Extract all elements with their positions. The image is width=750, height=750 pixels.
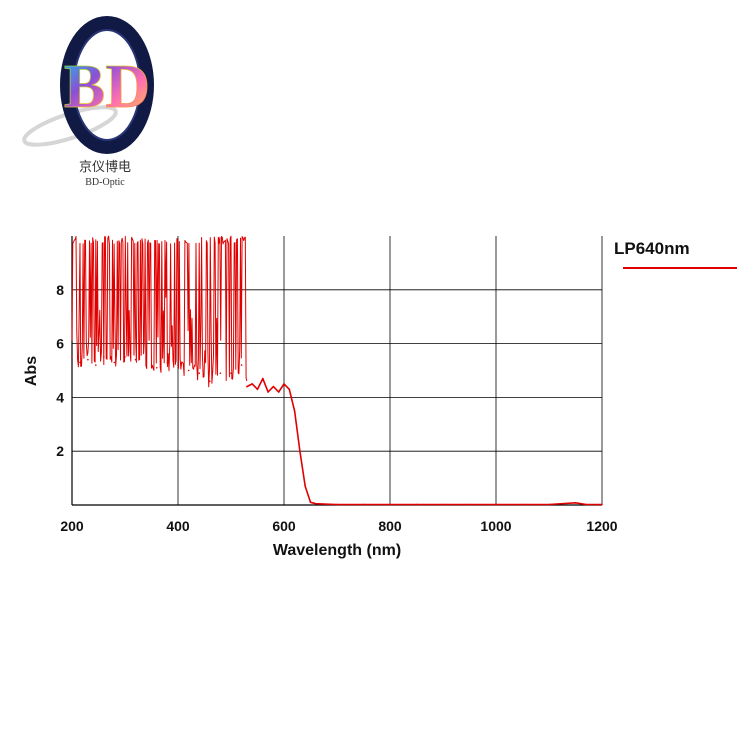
x-tick-1200: 1200: [586, 518, 617, 534]
y-tick-4: 4: [56, 389, 64, 405]
data-point-590: [277, 391, 280, 393]
logo-name-en: BD-Optic: [85, 177, 125, 188]
data-point-660: [315, 502, 317, 505]
data-point-1100: [548, 503, 550, 506]
x-axis-label: Wavelength (nm): [273, 542, 401, 559]
x-tick-600: 600: [272, 518, 296, 534]
logo-ring: [60, 16, 154, 154]
data-point-530: [246, 385, 248, 388]
data-point-1050: [521, 503, 524, 506]
y-tick-6: 6: [56, 336, 64, 352]
data-point-1150: [574, 502, 577, 504]
data-point-1000: [495, 503, 497, 506]
data-point-340: [145, 361, 147, 364]
data-point-550: [256, 388, 259, 391]
data-point-560: [262, 377, 264, 380]
data-point-600: [283, 383, 285, 385]
data-point-900: [442, 503, 444, 506]
data-point-245: [95, 364, 97, 366]
data-point-1170: [585, 503, 587, 506]
data-point-320: [134, 358, 137, 361]
data-point-460: [209, 380, 211, 383]
x-tick-1000: 1000: [480, 518, 511, 534]
data-point-610: [288, 388, 291, 391]
y-axis-label: Abs: [23, 356, 40, 386]
data-point-650: [309, 501, 312, 504]
logo-ring-inner: [73, 29, 141, 141]
data-point-520: [240, 364, 243, 366]
data-point-260: [103, 356, 105, 358]
y-tick-8: 8: [56, 282, 64, 298]
y-tick-labels: 2 4 6 8: [56, 282, 64, 459]
series-noise-0: [71, 235, 248, 388]
data-point-750: [362, 503, 365, 506]
x-tick-labels: 200 400 600 800 1000 1200: [60, 518, 617, 534]
data-point-215: [79, 361, 81, 364]
x-tick-400: 400: [166, 518, 190, 534]
data-point-300: [124, 356, 126, 358]
data-point-480: [219, 372, 222, 375]
data-point-200: [71, 356, 73, 358]
data-point-540: [251, 383, 253, 385]
data-point-1200: [601, 503, 603, 506]
y-tick-2: 2: [56, 443, 64, 459]
series-layer: [71, 235, 603, 506]
legend-label: LP640nm: [614, 239, 690, 258]
data-point-500: [230, 372, 232, 375]
data-point-440: [198, 372, 200, 375]
data-point-360: [156, 367, 158, 369]
axes: [71, 236, 602, 506]
logo-monogram: BD: [64, 53, 150, 121]
data-point-630: [299, 450, 301, 453]
chart: 200 400 600 800 1000 1200 2 4 6 8 Wavelength (nm…: [23, 235, 618, 559]
data-point-400: [177, 364, 179, 366]
data-point-620: [293, 410, 296, 412]
data-point-580: [272, 385, 275, 388]
grid-lines: [72, 236, 603, 505]
data-point-850: [415, 503, 418, 506]
brand-logo: BD 京仪博电 BD-Optic: [22, 16, 154, 188]
data-point-230: [87, 358, 89, 361]
data-point-640: [304, 485, 307, 488]
legend: LP640nm: [614, 239, 737, 269]
data-point-570: [267, 391, 269, 393]
data-point-700: [336, 503, 338, 506]
x-tick-200: 200: [60, 518, 84, 534]
data-point-420: [187, 369, 190, 372]
data-point-380: [166, 361, 169, 364]
data-point-280: [113, 361, 116, 364]
logo-name-cn: 京仪博电: [79, 160, 131, 175]
data-point-950: [468, 503, 471, 506]
data-point-800: [389, 503, 391, 506]
data-point-680: [325, 503, 328, 506]
x-tick-800: 800: [378, 518, 402, 534]
